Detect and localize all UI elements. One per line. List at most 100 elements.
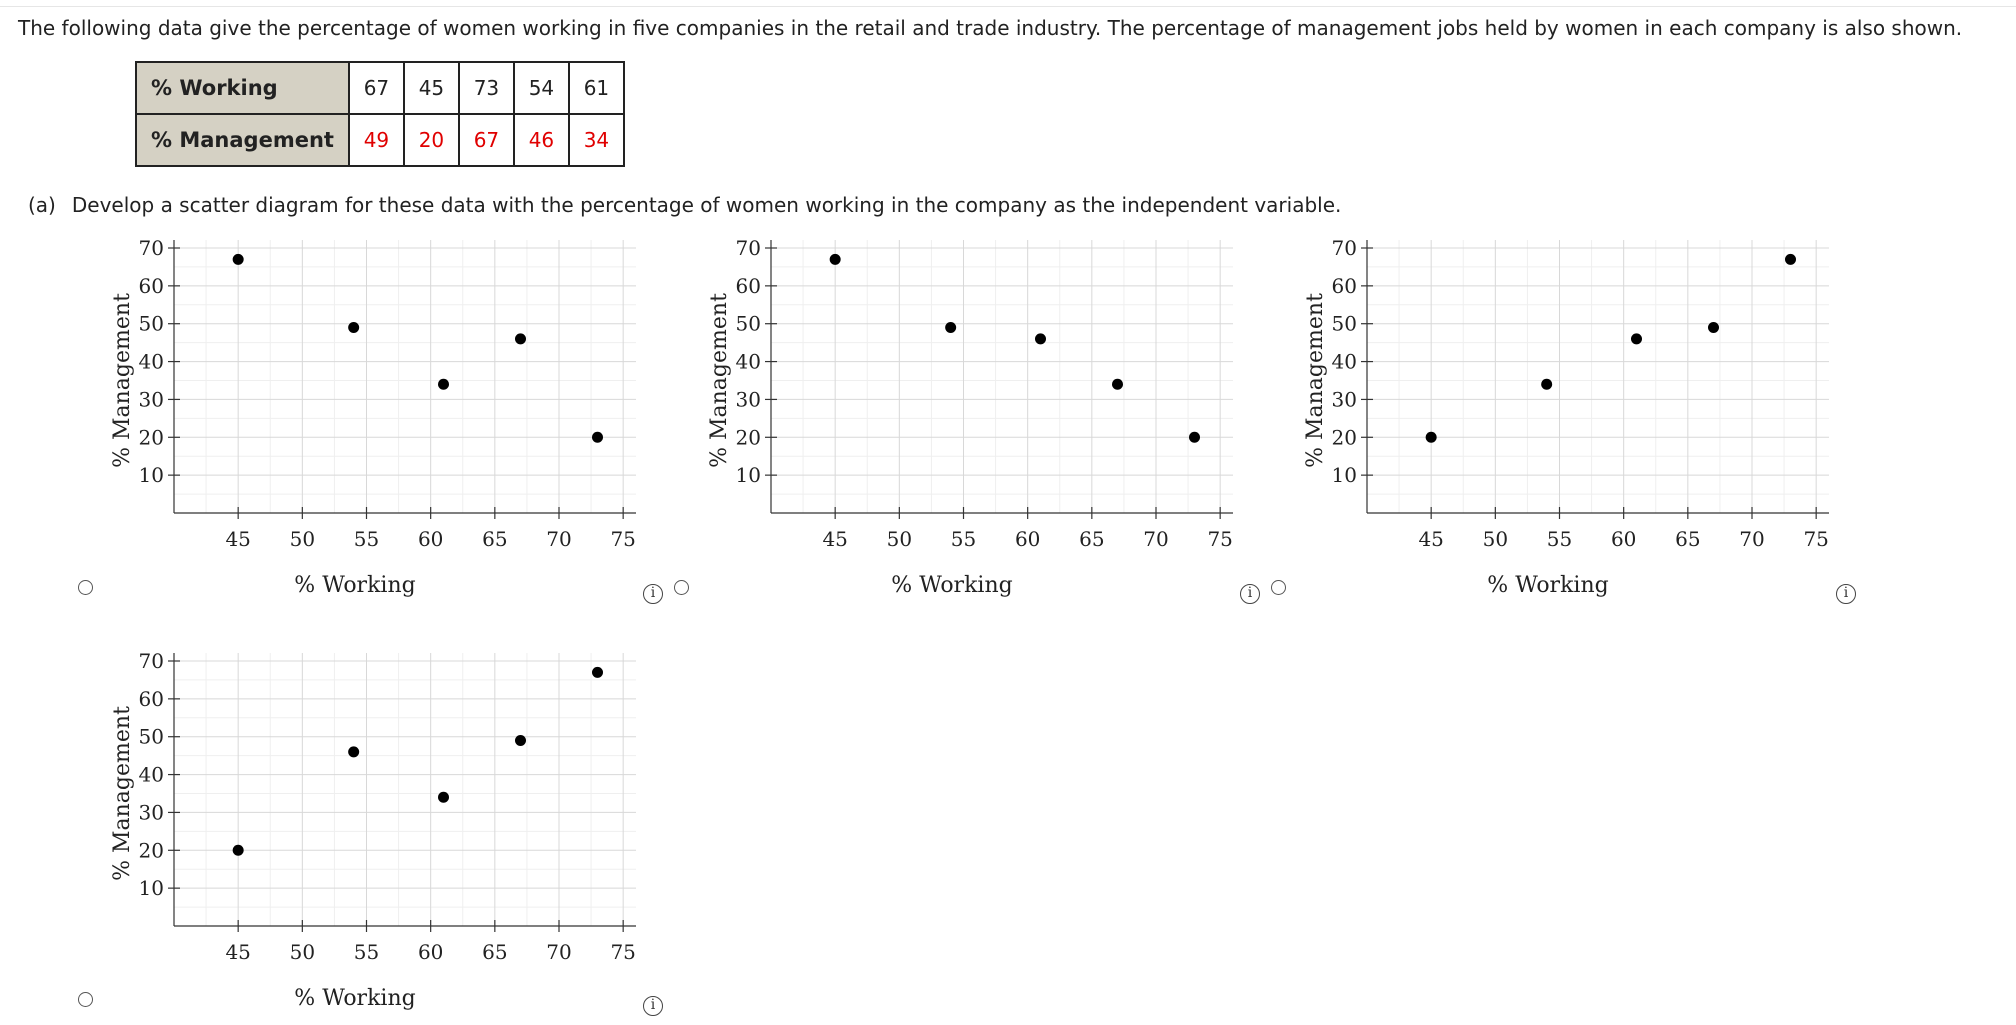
data-point	[348, 746, 360, 758]
x-tick-label: 50	[290, 940, 315, 964]
data-table: % Working 67 45 73 54 61 % Management 49…	[135, 61, 625, 167]
table-cell: 67	[457, 113, 515, 167]
x-tick-label: 70	[546, 940, 571, 964]
x-tick-label: 55	[951, 527, 976, 551]
y-tick-label: 70	[736, 236, 761, 260]
y-tick-label: 20	[139, 425, 164, 449]
y-tick-label: 10	[139, 463, 164, 487]
table-cell: 46	[512, 113, 570, 167]
y-axis-label: % Management	[110, 706, 135, 881]
y-axis-label: % Management	[707, 293, 732, 468]
y-axis-label: % Management	[1303, 293, 1328, 468]
y-tick-label: 50	[1332, 312, 1357, 336]
x-tick-label: 65	[482, 940, 507, 964]
y-tick-label: 40	[736, 350, 761, 374]
y-tick-label: 20	[1332, 425, 1357, 449]
data-point	[1541, 378, 1553, 390]
option-2-radio[interactable]	[674, 580, 689, 595]
x-tick-label: 70	[1143, 527, 1168, 551]
option-2-info-icon[interactable]: i	[1240, 584, 1260, 604]
data-point	[945, 322, 957, 333]
data-point	[438, 378, 449, 390]
x-tick-label: 65	[482, 527, 507, 551]
option-4-info-icon[interactable]: i	[643, 996, 663, 1016]
x-axis-label: % Working	[294, 573, 415, 598]
table-cell: 61	[567, 61, 625, 115]
y-axis-label: % Management	[110, 293, 135, 468]
table-cell: 45	[402, 61, 460, 115]
table-row-management: % Management 49 20 67 46 34	[135, 113, 625, 167]
intro-text: The following data give the percentage o…	[18, 16, 1963, 40]
top-divider	[0, 6, 2016, 7]
data-point	[1785, 253, 1796, 265]
x-tick-label: 55	[354, 940, 379, 964]
option-1-radio[interactable]	[78, 580, 93, 595]
x-tick-label: 65	[1079, 527, 1104, 551]
x-tick-label: 70	[546, 527, 571, 551]
y-tick-label: 10	[736, 463, 761, 487]
question-a: (a) Develop a scatter diagram for these d…	[28, 193, 1341, 217]
x-axis-label: % Working	[1487, 573, 1608, 598]
y-tick-label: 20	[139, 838, 164, 862]
option-3-radio[interactable]	[1271, 580, 1286, 595]
y-tick-label: 30	[139, 387, 164, 411]
option-4-radio[interactable]	[78, 992, 93, 1007]
row-header-working: % Working	[135, 61, 350, 115]
x-tick-label: 60	[418, 527, 443, 551]
data-point	[829, 253, 841, 265]
y-tick-label: 60	[736, 274, 761, 298]
data-point	[1189, 431, 1200, 443]
scatter-plot-option-1: 45 50 55 60 65 70 75 10 20 30 40 50 60 70 % Working % M…	[110, 236, 636, 598]
y-tick-label: 50	[139, 725, 164, 749]
x-tick-label: 50	[887, 527, 912, 551]
x-tick-label: 45	[225, 527, 250, 551]
row-header-management: % Management	[135, 113, 350, 167]
data-point	[348, 322, 360, 333]
table-cell: 54	[512, 61, 570, 115]
x-tick-label: 75	[610, 527, 635, 551]
table-cell: 20	[402, 113, 460, 167]
y-tick-label: 70	[139, 236, 164, 260]
question-text: Develop a scatter diagram for these data…	[71, 193, 1342, 217]
y-tick-label: 50	[736, 312, 761, 336]
y-tick-label: 20	[736, 425, 761, 449]
table-cell: 34	[567, 113, 625, 167]
x-tick-label: 65	[1675, 527, 1700, 551]
data-point	[1112, 378, 1123, 390]
data-point	[515, 333, 526, 345]
data-point	[1708, 322, 1719, 333]
x-tick-label: 45	[225, 940, 250, 964]
option-3-info-icon[interactable]: i	[1836, 584, 1856, 604]
y-tick-label: 30	[736, 387, 761, 411]
x-tick-label: 55	[1547, 527, 1572, 551]
x-tick-label: 50	[1483, 527, 1508, 551]
option-1-info-icon[interactable]: i	[643, 584, 663, 604]
y-tick-label: 40	[1332, 350, 1357, 374]
y-tick-label: 30	[1332, 387, 1357, 411]
data-point	[438, 791, 449, 803]
x-tick-label: 55	[354, 527, 379, 551]
x-tick-label: 60	[1611, 527, 1636, 551]
y-tick-label: 70	[1332, 236, 1357, 260]
question-letter: (a)	[28, 193, 56, 217]
y-tick-label: 40	[139, 763, 164, 787]
x-axis-label: % Working	[294, 986, 415, 1011]
scatter-plot-option-2: 45 50 55 60 65 70 75 10 20 30 40 50 60 70 % Working % M…	[707, 236, 1233, 598]
y-tick-label: 10	[1332, 463, 1357, 487]
y-tick-label: 10	[139, 876, 164, 900]
y-tick-label: 70	[139, 649, 164, 673]
y-tick-label: 60	[139, 687, 164, 711]
y-tick-label: 60	[1332, 274, 1357, 298]
x-tick-label: 45	[822, 527, 847, 551]
table-cell: 49	[347, 113, 405, 167]
x-axis-label: % Working	[891, 573, 1012, 598]
table-row-working: % Working 67 45 73 54 61	[135, 61, 625, 115]
y-tick-label: 50	[139, 312, 164, 336]
data-point	[232, 253, 244, 265]
data-point	[515, 735, 526, 746]
y-tick-label: 60	[139, 274, 164, 298]
x-tick-label: 75	[1803, 527, 1828, 551]
x-tick-label: 60	[1015, 527, 1040, 551]
y-tick-label: 30	[139, 800, 164, 824]
y-tick-label: 40	[139, 350, 164, 374]
